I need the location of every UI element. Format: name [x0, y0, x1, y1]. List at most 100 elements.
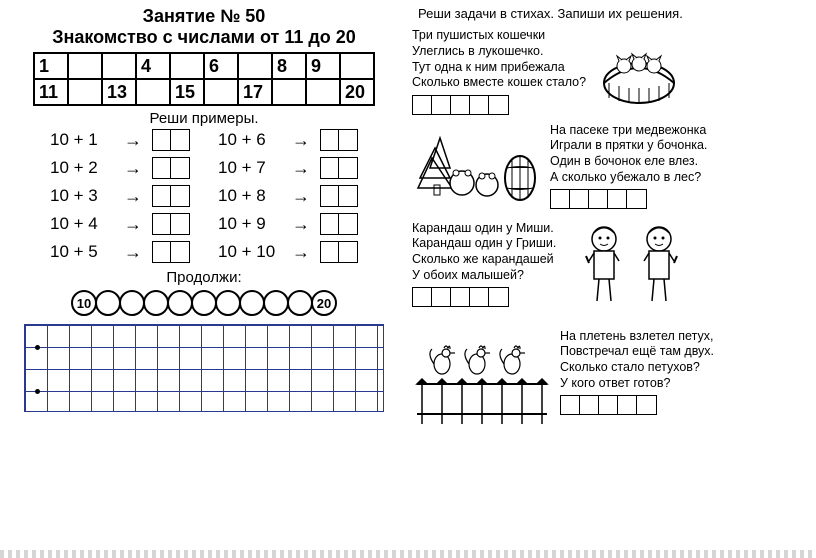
riddle-line: Играли в прятки у бочонка. [550, 138, 707, 154]
arrow-icon: → [124, 130, 142, 151]
circle-empty[interactable] [263, 290, 289, 316]
circle-empty[interactable] [239, 290, 265, 316]
number-table: 1 4 6 8 9 11 13 15 17 20 [33, 52, 375, 106]
cell[interactable] [136, 79, 170, 105]
expression: 10 + 7 [218, 158, 282, 178]
answer-box[interactable] [152, 185, 190, 207]
expression: 10 + 9 [218, 214, 282, 234]
riddle-text: На пасеке три медвежонка Играли в прятки… [550, 123, 707, 210]
answer-box[interactable] [152, 213, 190, 235]
cell[interactable]: 4 [136, 53, 170, 79]
answer-box[interactable] [320, 157, 358, 179]
expression: 10 + 8 [218, 186, 282, 206]
riddle-1: Три пушистых кошечки Улеглись в лукошечк… [412, 28, 808, 115]
lesson-title-1: Занятие № 50 [12, 6, 396, 27]
cell[interactable]: 11 [34, 79, 68, 105]
cell[interactable]: 17 [238, 79, 272, 105]
arrow-icon: → [124, 214, 142, 235]
cell[interactable] [68, 79, 102, 105]
riddles-heading: Реши задачи в стихах. Запиши их решения. [412, 6, 808, 22]
cell[interactable]: 8 [272, 53, 306, 79]
riddle-line: Сколько вместе кошек стало? [412, 75, 586, 91]
riddle-line: Карандаш один у Гриши. [412, 236, 556, 252]
circle-empty[interactable] [95, 290, 121, 316]
cell[interactable] [68, 53, 102, 79]
cell[interactable] [204, 79, 238, 105]
circle-empty[interactable] [287, 290, 313, 316]
bears-barrel-icon [412, 123, 542, 213]
circle-end: 20 [311, 290, 337, 316]
answer-box[interactable] [320, 185, 358, 207]
cell[interactable]: 20 [340, 79, 374, 105]
circle-empty[interactable] [167, 290, 193, 316]
expression: 10 + 4 [50, 214, 114, 234]
answer-box[interactable] [320, 129, 358, 151]
riddle-line: Улеглись в лукошечко. [412, 44, 586, 60]
riddle-line: Тут одна к ним прибежала [412, 60, 586, 76]
arrow-icon: → [292, 158, 310, 179]
circle-empty[interactable] [143, 290, 169, 316]
examples-grid: 10 + 1→ 10 + 2→ 10 + 3→ 10 + 4→ 10 + 5→ … [12, 129, 396, 263]
arrow-icon: → [124, 186, 142, 207]
riddle-text: Карандаш один у Миши. Карандаш один у Гр… [412, 221, 556, 308]
cell[interactable]: 6 [204, 53, 238, 79]
cats-basket-icon [594, 28, 684, 108]
riddle-line: Сколько стало петухов? [560, 360, 714, 376]
cell[interactable] [272, 79, 306, 105]
answer-boxes[interactable] [412, 95, 509, 115]
expression: 10 + 10 [218, 242, 282, 262]
example-row: 10 + 7 → [218, 157, 358, 179]
arrow-icon: → [292, 214, 310, 235]
riddle-text: Три пушистых кошечки Улеглись в лукошечк… [412, 28, 586, 115]
riddle-line: А сколько убежало в лес? [550, 170, 707, 186]
answer-box[interactable] [320, 241, 358, 263]
riddle-2: На пасеке три медвежонка Играли в прятки… [412, 123, 808, 213]
lesson-title-2: Знакомство с числами от 11 до 20 [12, 27, 396, 48]
right-column: Реши задачи в стихах. Запиши их решения.… [408, 0, 816, 558]
circle-empty[interactable] [119, 290, 145, 316]
example-row: 10 + 9 → [218, 213, 358, 235]
expression: 10 + 6 [218, 130, 282, 150]
arrow-icon: → [292, 186, 310, 207]
answer-boxes[interactable] [550, 189, 647, 209]
expression: 10 + 1 [50, 130, 114, 150]
dot-icon [35, 345, 40, 350]
solve-heading: Реши примеры. [12, 110, 396, 127]
cell[interactable] [170, 53, 204, 79]
riddle-4: На плетень взлетел петух, Повстречал ещё… [412, 329, 808, 429]
number-circles: 10 20 [12, 290, 396, 316]
riddle-line: Карандаш один у Миши. [412, 221, 556, 237]
arrow-icon: → [292, 130, 310, 151]
answer-boxes[interactable] [412, 287, 509, 307]
cell[interactable] [238, 53, 272, 79]
examples-col-2: 10 + 6 → 10 + 7 → 10 + 8 → 10 + 9 → 10 + 10→ [218, 129, 358, 263]
writing-grid[interactable] [24, 324, 384, 412]
cell[interactable] [102, 53, 136, 79]
riddle-text: На плетень взлетел петух, Повстречал ещё… [560, 329, 714, 416]
cell[interactable]: 1 [34, 53, 68, 79]
riddle-line: На пасеке три медвежонка [550, 123, 707, 139]
example-row: 10 + 3 → [50, 185, 190, 207]
example-row: 10 + 2→ [50, 157, 190, 179]
answer-box[interactable] [320, 213, 358, 235]
example-row: 10 + 5→ [50, 241, 190, 263]
cell[interactable]: 13 [102, 79, 136, 105]
riddle-3: Карандаш один у Миши. Карандаш один у Гр… [412, 221, 808, 321]
cell[interactable] [306, 79, 340, 105]
circle-empty[interactable] [215, 290, 241, 316]
answer-box[interactable] [152, 157, 190, 179]
answer-box[interactable] [152, 241, 190, 263]
answer-box[interactable] [152, 129, 190, 151]
cell[interactable]: 9 [306, 53, 340, 79]
riddle-line: Повстречал ещё там двух. [560, 344, 714, 360]
two-boys-icon [564, 221, 694, 321]
circle-empty[interactable] [191, 290, 217, 316]
answer-boxes[interactable] [560, 395, 657, 415]
example-row: 10 + 10→ [218, 241, 358, 263]
cell[interactable]: 15 [170, 79, 204, 105]
table-row: 1 4 6 8 9 [34, 53, 374, 79]
cell[interactable] [340, 53, 374, 79]
table-row: 11 13 15 17 20 [34, 79, 374, 105]
expression: 10 + 3 [50, 186, 114, 206]
left-column: Занятие № 50 Знакомство с числами от 11 … [0, 0, 408, 558]
